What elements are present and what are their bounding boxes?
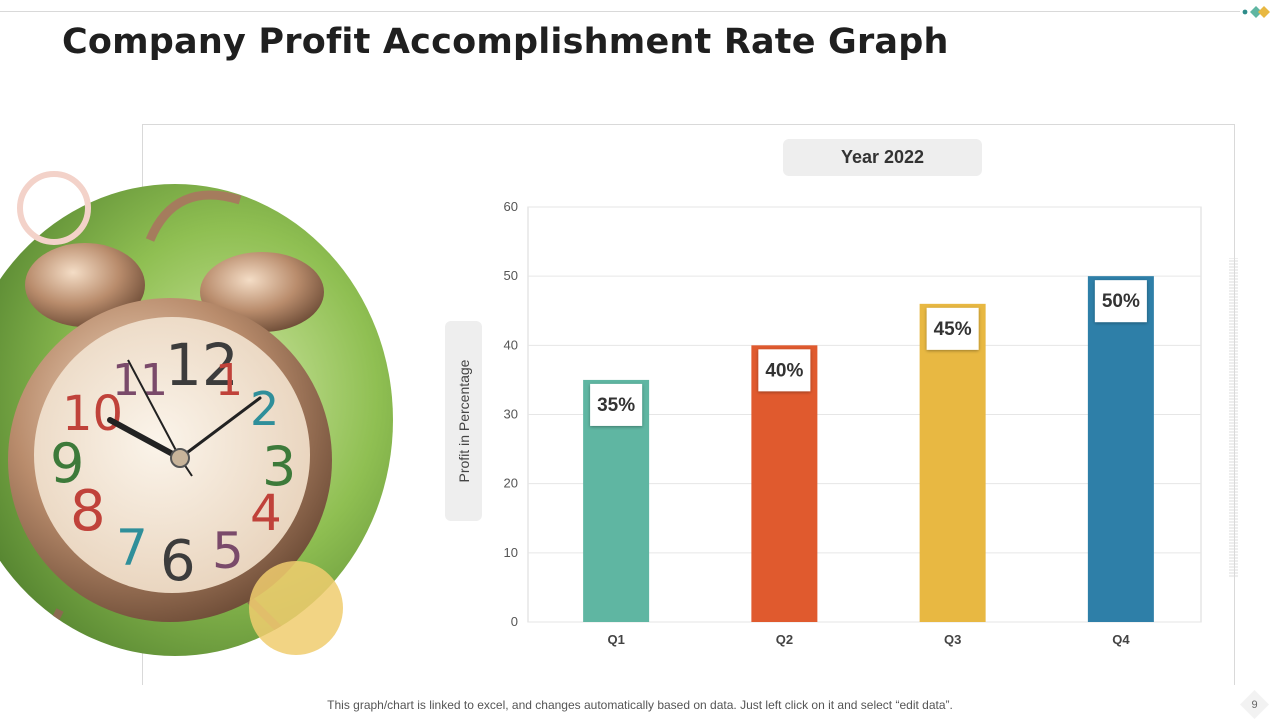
y-axis-label: Profit in Percentage (456, 359, 472, 483)
y-tick-label: 40 (504, 337, 518, 352)
slide-title: Company Profit Accomplishment Rate Graph (62, 22, 949, 62)
alarm-clock-photo: 12 11 1 2 3 4 5 6 7 8 9 10 (0, 171, 393, 656)
svg-text:12: 12 (165, 331, 239, 399)
corner-logo-icon (1242, 6, 1270, 18)
bar-q2 (751, 345, 818, 622)
data-label-box (1094, 280, 1147, 323)
ylabel-pill (445, 321, 482, 521)
top-rule (0, 11, 1240, 12)
svg-text:5: 5 (212, 522, 244, 580)
scrollbar-decoration (1229, 258, 1238, 577)
svg-text:6: 6 (160, 529, 196, 594)
data-label-box (758, 349, 811, 392)
x-tick-label: Q4 (1112, 632, 1130, 647)
svg-text:10: 10 (62, 386, 123, 442)
data-label-box (590, 383, 643, 426)
y-tick-label: 60 (504, 199, 518, 214)
y-tick-label: 0 (511, 614, 518, 629)
svg-text:8: 8 (70, 479, 106, 544)
bar-chart[interactable]: 0 10 20 30 40 50 60 Q1 35% Q2 40% Q3 45% Q4 50% (490, 195, 1230, 655)
y-tick-label: 20 (504, 476, 518, 491)
page-badge-icon (1240, 690, 1269, 719)
data-label: 35% (597, 395, 635, 416)
x-tick-label: Q1 (607, 632, 624, 647)
page-number: 9 (1251, 698, 1258, 711)
x-tick-label: Q2 (776, 632, 793, 647)
footnote: This graph/chart is linked to excel, and… (327, 698, 953, 712)
x-tick-label: Q3 (944, 632, 961, 647)
svg-text:7: 7 (116, 519, 148, 577)
data-label: 40% (765, 360, 803, 381)
data-label-box (926, 307, 979, 350)
svg-text:4: 4 (250, 484, 282, 542)
data-label: 50% (1102, 291, 1140, 312)
y-tick-label: 30 (504, 407, 518, 422)
chart-title: Year 2022 (783, 139, 982, 176)
bar-q3 (919, 303, 986, 622)
svg-text:3: 3 (262, 435, 296, 498)
y-tick-label: 50 (504, 268, 518, 283)
svg-text:2: 2 (250, 382, 279, 436)
svg-text:1: 1 (215, 355, 243, 406)
data-label: 45% (934, 319, 972, 340)
svg-text:9: 9 (50, 432, 84, 495)
y-tick-label: 10 (504, 545, 518, 560)
bar-q4 (1087, 276, 1154, 622)
